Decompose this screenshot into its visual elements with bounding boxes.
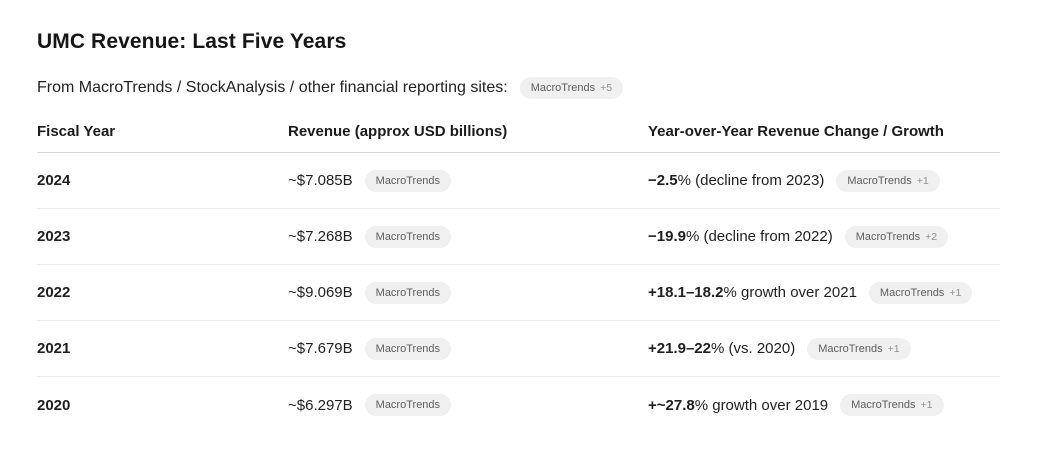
change-value: +~27.8 — [648, 396, 695, 414]
citation-source-label: MacroTrends — [375, 174, 441, 187]
citation-extra-count: +2 — [925, 230, 938, 243]
table-row: 2024 ~$7.085B MacroTrends −2.5% (decline… — [37, 153, 1000, 209]
citation-pill-revenue[interactable]: MacroTrends — [364, 281, 452, 304]
revenue-value: ~$7.268B — [288, 228, 353, 245]
change-description: % growth over 2021 — [723, 284, 857, 301]
citation-source-label: MacroTrends — [855, 230, 921, 243]
answer-panel: UMC Revenue: Last Five Years From MacroT… — [37, 30, 1002, 433]
citation-source-label: MacroTrends — [851, 399, 916, 411]
change-value: −2.5 — [648, 172, 678, 189]
change-description: % (vs. 2020) — [710, 340, 796, 357]
citation-extra-count: +1 — [916, 174, 929, 187]
citation-source-label: MacroTrends — [818, 342, 883, 355]
table-row: 2023 ~$7.268B MacroTrends −19.9% (declin… — [37, 209, 1000, 265]
subtitle-text: From MacroTrends / StockAnalysis / other… — [37, 79, 508, 96]
citation-pill-sources[interactable]: MacroTrends +5 — [519, 77, 624, 99]
change-description: % (decline from 2023) — [677, 172, 825, 189]
change-cell: −2.5% (decline from 2023) MacroTrends +1 — [648, 169, 1000, 192]
citation-pill-revenue[interactable]: MacroTrends — [364, 169, 452, 192]
change-value: +18.1–18.2 — [648, 284, 724, 301]
change-description: % growth over 2019 — [694, 396, 829, 414]
table-header-row: Fiscal Year Revenue (approx USD billions… — [37, 111, 1000, 153]
column-header-revenue: Revenue (approx USD billions) — [288, 123, 508, 140]
fiscal-year-cell: 2021 — [37, 340, 71, 357]
revenue-value: ~$9.069B — [288, 284, 353, 301]
citation-source-label: MacroTrends — [375, 399, 441, 411]
citation-source-label: MacroTrends — [375, 230, 441, 243]
citation-pill-revenue[interactable]: MacroTrends — [364, 337, 452, 360]
citation-source-label: MacroTrends — [375, 286, 441, 299]
fiscal-year-cell: 2022 — [37, 284, 71, 301]
fiscal-year-cell: 2023 — [37, 228, 71, 245]
citation-source-label: MacroTrends — [375, 342, 441, 355]
change-value: +21.9–22 — [648, 340, 711, 357]
change-description: % (decline from 2022) — [685, 228, 833, 245]
fiscal-year-cell: 2020 — [37, 396, 71, 414]
citation-pill-change[interactable]: MacroTrends +2 — [844, 225, 949, 248]
citation-pill-change[interactable]: MacroTrends +1 — [868, 281, 973, 304]
change-cell: +~27.8% growth over 2019 MacroTrends +1 — [648, 394, 1000, 416]
revenue-cell: ~$7.679B MacroTrends — [288, 337, 648, 360]
citation-pill-change[interactable]: MacroTrends +1 — [807, 337, 911, 360]
change-value: −19.9 — [648, 228, 686, 245]
subtitle-row: From MacroTrends / StockAnalysis / other… — [37, 77, 1002, 99]
table-row: 2020 ~$6.297B MacroTrends +~27.8% growth… — [37, 377, 1000, 433]
revenue-cell: ~$7.268B MacroTrends — [288, 225, 648, 248]
revenue-value: ~$7.679B — [288, 340, 353, 357]
change-cell: +21.9–22% (vs. 2020) MacroTrends +1 — [648, 337, 1000, 360]
citation-extra-count: +1 — [887, 342, 900, 355]
table-row: 2021 ~$7.679B MacroTrends +21.9–22% (vs.… — [37, 321, 1000, 377]
revenue-cell: ~$9.069B MacroTrends — [288, 281, 648, 304]
citation-extra-count: +1 — [949, 286, 962, 299]
citation-source-label: MacroTrends — [879, 286, 945, 299]
citation-pill-revenue[interactable]: MacroTrends — [364, 225, 452, 248]
change-text: +18.1–18.2% growth over 2021 — [648, 284, 857, 301]
citation-pill-revenue[interactable]: MacroTrends — [364, 394, 452, 416]
citation-pill-change[interactable]: MacroTrends +1 — [840, 394, 944, 416]
revenue-table: Fiscal Year Revenue (approx USD billions… — [37, 111, 1000, 433]
change-text: −19.9% (decline from 2022) — [648, 228, 833, 245]
revenue-value: ~$6.297B — [288, 396, 353, 414]
revenue-cell: ~$7.085B MacroTrends — [288, 169, 648, 192]
citation-extra-count: +1 — [920, 399, 933, 411]
change-text: −2.5% (decline from 2023) — [648, 172, 824, 189]
table-row: 2022 ~$9.069B MacroTrends +18.1–18.2% gr… — [37, 265, 1000, 321]
change-cell: −19.9% (decline from 2022) MacroTrends +… — [648, 225, 1000, 248]
citation-source-label: MacroTrends — [530, 82, 596, 94]
change-text: +21.9–22% (vs. 2020) — [648, 340, 795, 357]
revenue-cell: ~$6.297B MacroTrends — [288, 394, 648, 416]
fiscal-year-cell: 2024 — [37, 172, 71, 189]
citation-pill-change[interactable]: MacroTrends +1 — [836, 169, 940, 192]
change-cell: +18.1–18.2% growth over 2021 MacroTrends… — [648, 281, 1000, 304]
column-header-fiscal-year: Fiscal Year — [37, 123, 116, 140]
citation-extra-count: +5 — [600, 82, 613, 94]
change-text: +~27.8% growth over 2019 — [648, 397, 828, 414]
revenue-value: ~$7.085B — [288, 172, 353, 189]
page-title: UMC Revenue: Last Five Years — [37, 30, 347, 53]
citation-source-label: MacroTrends — [847, 174, 912, 187]
column-header-change: Year-over-Year Revenue Change / Growth — [648, 123, 944, 140]
